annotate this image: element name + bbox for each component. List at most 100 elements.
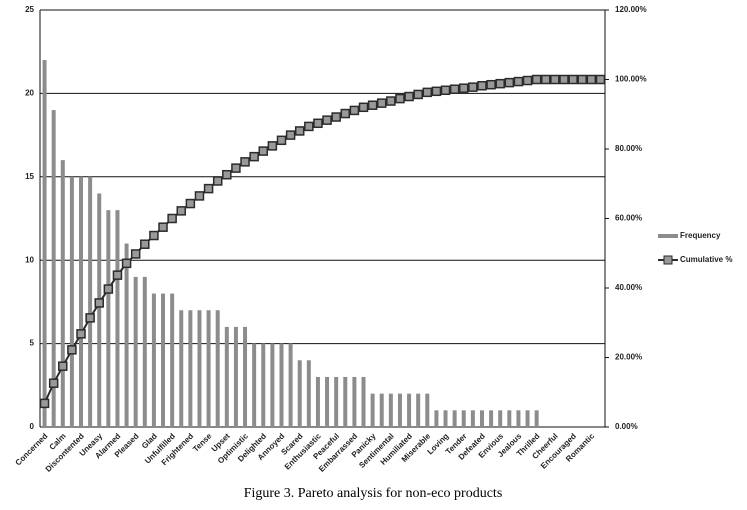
cumulative-marker [358, 102, 369, 113]
cumulative-marker [267, 141, 278, 151]
cumulative-marker [367, 100, 378, 110]
bar [97, 193, 102, 427]
bar [115, 210, 120, 427]
cumulative-marker [294, 126, 305, 136]
cumulative-marker [431, 86, 442, 97]
cumulative-marker [386, 96, 396, 106]
bar [179, 310, 184, 427]
cumulative-marker [486, 79, 496, 90]
bar [370, 393, 375, 427]
cumulative-marker [249, 151, 259, 162]
x-tick-label: Tense [191, 431, 214, 454]
bar [69, 176, 74, 427]
bar [452, 410, 457, 427]
y-tick-label: 15 [25, 172, 34, 181]
bar [288, 343, 293, 427]
cumulative-marker [322, 115, 332, 125]
cumulative-marker [531, 74, 542, 85]
bar [197, 310, 202, 427]
bar [133, 276, 138, 427]
cumulative-marker [477, 81, 487, 91]
bar [60, 160, 65, 427]
cumulative-marker [240, 157, 250, 167]
cumulative-marker [522, 75, 533, 86]
y2-tick-label: 80.00% [615, 144, 642, 153]
bar [516, 410, 521, 427]
cumulative-marker [550, 74, 560, 85]
y2-tick-label: 20.00% [615, 353, 642, 362]
bar [525, 410, 530, 427]
cumulative-marker [194, 191, 205, 201]
legend-label: Cumulative % [680, 255, 732, 264]
bar [325, 376, 330, 427]
bar [425, 393, 430, 427]
bar [352, 376, 357, 427]
cumulative-marker [395, 93, 405, 104]
bar [51, 110, 56, 427]
cumulative-marker [94, 298, 104, 308]
bar [470, 410, 475, 427]
bar [534, 410, 539, 427]
bar [279, 343, 284, 427]
cumulative-marker [39, 398, 50, 409]
bar [215, 310, 220, 427]
cumulative-marker [203, 183, 214, 194]
bar [88, 176, 93, 427]
bar [252, 343, 257, 427]
legend-swatch [663, 255, 673, 265]
bar [334, 376, 339, 427]
cumulative-marker [595, 74, 606, 85]
bar [416, 393, 421, 427]
cumulative-marker [176, 206, 186, 216]
cumulative-marker [285, 130, 296, 140]
bar [42, 60, 47, 427]
bar [233, 326, 238, 427]
legend-label: Frequency [680, 231, 721, 240]
cumulative-marker [331, 112, 341, 122]
bar [461, 410, 466, 427]
cumulative-marker [304, 121, 314, 132]
y2-tick-label: 120.00% [615, 5, 647, 14]
bar [361, 376, 366, 427]
cumulative-marker [349, 105, 360, 116]
bar [106, 210, 111, 427]
bar [270, 343, 275, 427]
y-tick-label: 10 [25, 255, 34, 264]
cumulative-marker [577, 74, 587, 85]
cumulative-marker [103, 284, 114, 294]
cumulative-marker [468, 82, 478, 92]
bar [379, 393, 384, 427]
cumulative-marker [313, 118, 323, 129]
bar [434, 410, 439, 427]
bar [79, 176, 84, 427]
cumulative-marker [212, 176, 223, 186]
y-tick-label: 20 [25, 89, 34, 98]
y2-tick-label: 100.00% [615, 75, 647, 84]
cumulative-marker [559, 74, 569, 85]
cumulative-marker [222, 169, 232, 180]
bar [489, 410, 494, 427]
x-tick-label: Concerned [14, 431, 50, 467]
bar [388, 393, 393, 427]
bar [170, 293, 175, 427]
bar [142, 276, 147, 427]
bar [498, 410, 503, 427]
cumulative-marker [504, 77, 515, 88]
bar [479, 410, 484, 427]
bar [315, 376, 320, 427]
cumulative-marker [541, 74, 551, 85]
cumulative-marker [258, 146, 269, 156]
cumulative-marker [449, 84, 460, 94]
cumulative-marker [158, 222, 168, 232]
y2-tick-label: 60.00% [615, 214, 642, 223]
bar [206, 310, 211, 427]
y-tick-label: 25 [25, 5, 34, 14]
y2-tick-label: 40.00% [615, 283, 642, 292]
y-tick-label: 0 [30, 422, 35, 431]
bar [297, 360, 302, 427]
cumulative-marker [376, 98, 387, 108]
cumulative-marker [85, 313, 95, 323]
cumulative-marker [121, 258, 132, 269]
bar [188, 310, 193, 427]
